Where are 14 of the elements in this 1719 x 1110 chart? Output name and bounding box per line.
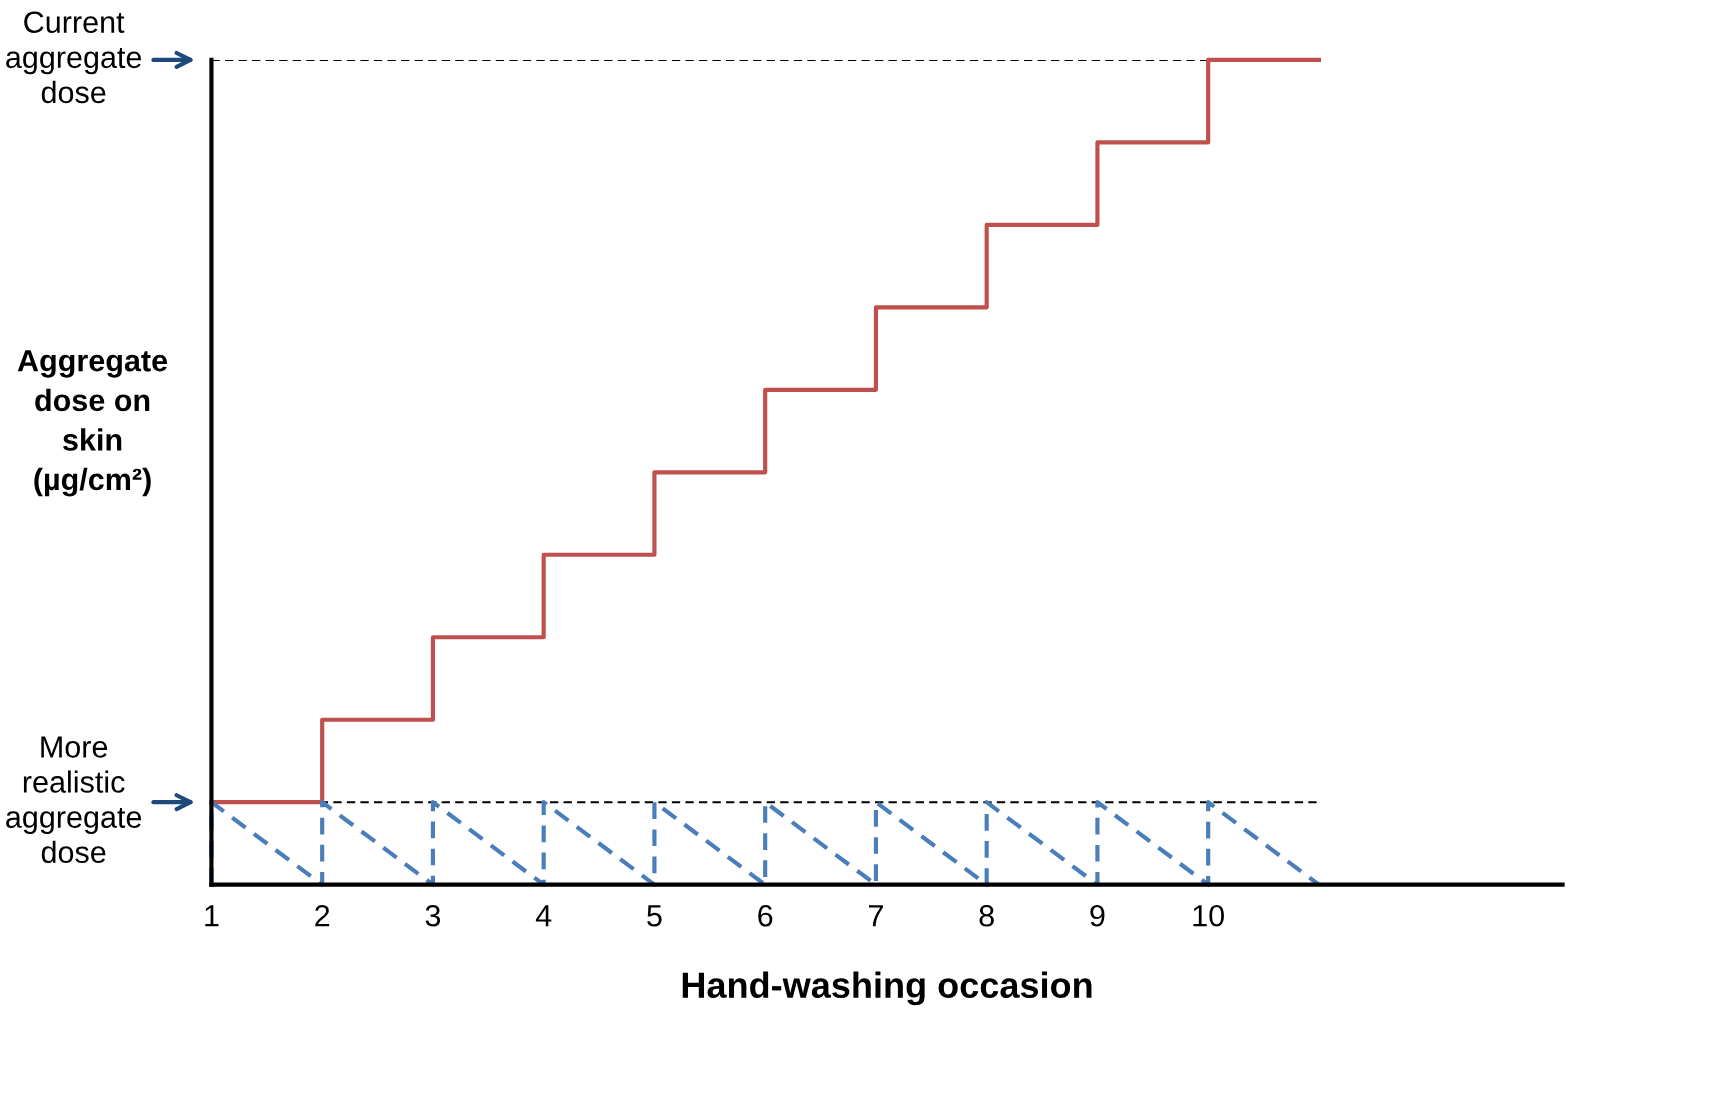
y-axis-title: Aggregate dose on skin (µg/cm²)	[17, 350, 168, 497]
x-tick-label: 9	[1090, 904, 1105, 927]
ref-line-label: Current aggregate dose	[6, 11, 142, 104]
x-tick-label: 8	[979, 904, 994, 927]
x-tick-label: 3	[425, 904, 441, 927]
x-tick-label: 1	[205, 905, 219, 927]
x-tick-label: 5	[647, 905, 662, 927]
x-tick-label: 10	[1193, 904, 1224, 927]
x-tick-label: 6	[758, 904, 773, 927]
x-tick-label: 2	[315, 904, 330, 927]
x-tick-label: 7	[869, 905, 883, 927]
ref-line-label: More realistic aggregate dose	[6, 736, 142, 864]
x-axis-title: Hand-washing occasion	[682, 971, 1092, 1006]
x-tick-label: 4	[535, 905, 552, 927]
